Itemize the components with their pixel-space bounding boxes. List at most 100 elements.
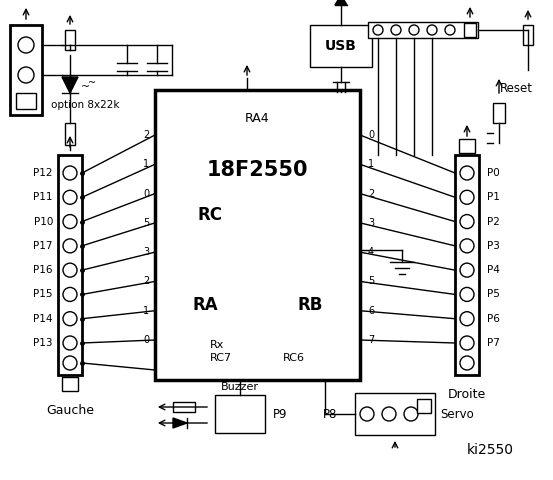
Bar xyxy=(173,402,195,412)
Text: 0: 0 xyxy=(143,189,149,199)
Text: P2: P2 xyxy=(487,216,500,227)
Bar xyxy=(10,25,42,115)
Bar xyxy=(65,123,75,145)
Text: P17: P17 xyxy=(34,241,53,251)
Circle shape xyxy=(63,263,77,277)
Text: RC6: RC6 xyxy=(283,353,305,363)
Text: Buzzer: Buzzer xyxy=(221,382,259,392)
Text: 5: 5 xyxy=(368,276,374,287)
Polygon shape xyxy=(173,418,187,428)
Bar xyxy=(215,395,265,433)
Circle shape xyxy=(460,166,474,180)
Text: USB: USB xyxy=(325,39,357,53)
Text: 7: 7 xyxy=(368,335,374,345)
Circle shape xyxy=(460,239,474,253)
Bar xyxy=(16,93,36,109)
Text: ~: ~ xyxy=(80,82,90,92)
Text: 3: 3 xyxy=(368,218,374,228)
Text: RC: RC xyxy=(197,206,222,224)
Text: P5: P5 xyxy=(487,289,500,300)
Text: RB: RB xyxy=(298,296,323,314)
Circle shape xyxy=(445,25,455,35)
Text: RC7: RC7 xyxy=(210,353,232,363)
Text: Reset: Reset xyxy=(500,82,533,95)
Circle shape xyxy=(382,407,396,421)
Circle shape xyxy=(460,190,474,204)
Circle shape xyxy=(63,190,77,204)
Text: RA: RA xyxy=(192,296,218,314)
Circle shape xyxy=(18,37,34,53)
Text: 1: 1 xyxy=(143,159,149,169)
Text: 3: 3 xyxy=(143,247,149,257)
Text: P1: P1 xyxy=(487,192,500,202)
Text: 4: 4 xyxy=(368,247,374,257)
Bar xyxy=(58,155,82,375)
Bar xyxy=(523,25,533,45)
Bar xyxy=(417,399,431,413)
Bar xyxy=(455,155,479,375)
Circle shape xyxy=(460,288,474,301)
Text: P6: P6 xyxy=(487,314,500,324)
Text: P4: P4 xyxy=(487,265,500,275)
Circle shape xyxy=(63,356,77,370)
Circle shape xyxy=(460,312,474,326)
Text: Gauche: Gauche xyxy=(46,404,94,417)
Text: 2: 2 xyxy=(143,130,149,140)
Text: P12: P12 xyxy=(34,168,53,178)
Bar xyxy=(464,23,476,37)
Text: ki2550: ki2550 xyxy=(467,443,514,457)
Bar xyxy=(155,90,360,380)
Text: 2: 2 xyxy=(143,276,149,287)
Text: 18F2550: 18F2550 xyxy=(207,160,308,180)
Bar xyxy=(459,139,475,153)
Circle shape xyxy=(63,312,77,326)
Text: P8: P8 xyxy=(323,408,337,420)
Bar xyxy=(310,25,372,67)
Bar xyxy=(355,393,435,435)
Circle shape xyxy=(391,25,401,35)
Polygon shape xyxy=(335,0,347,5)
Circle shape xyxy=(427,25,437,35)
Text: P10: P10 xyxy=(34,216,53,227)
Circle shape xyxy=(460,215,474,228)
Circle shape xyxy=(63,336,77,350)
Text: Rx: Rx xyxy=(210,340,225,350)
Text: P7: P7 xyxy=(487,338,500,348)
Text: Droite: Droite xyxy=(448,388,486,401)
Text: P13: P13 xyxy=(34,338,53,348)
Circle shape xyxy=(409,25,419,35)
Circle shape xyxy=(460,356,474,370)
Text: ~: ~ xyxy=(88,78,96,88)
Text: 0: 0 xyxy=(143,335,149,345)
Bar xyxy=(62,377,78,391)
Bar xyxy=(493,103,505,123)
Text: option 8x22k: option 8x22k xyxy=(51,100,119,110)
Text: RA4: RA4 xyxy=(245,111,270,124)
Text: 2: 2 xyxy=(368,189,374,199)
Circle shape xyxy=(460,263,474,277)
Circle shape xyxy=(404,407,418,421)
Polygon shape xyxy=(62,77,78,93)
Text: P3: P3 xyxy=(487,241,500,251)
Bar xyxy=(65,30,75,50)
Text: 5: 5 xyxy=(143,218,149,228)
Text: Servo: Servo xyxy=(440,408,474,420)
Circle shape xyxy=(18,67,34,83)
Text: P14: P14 xyxy=(34,314,53,324)
Text: P11: P11 xyxy=(34,192,53,202)
Circle shape xyxy=(63,288,77,301)
Circle shape xyxy=(63,215,77,228)
Circle shape xyxy=(63,166,77,180)
Circle shape xyxy=(63,239,77,253)
Text: 1: 1 xyxy=(368,159,374,169)
Text: 0: 0 xyxy=(368,130,374,140)
Circle shape xyxy=(460,336,474,350)
Text: P0: P0 xyxy=(487,168,500,178)
Text: P9: P9 xyxy=(273,408,287,420)
Text: 1: 1 xyxy=(143,306,149,316)
Text: P16: P16 xyxy=(34,265,53,275)
Circle shape xyxy=(360,407,374,421)
Text: P15: P15 xyxy=(34,289,53,300)
Text: 6: 6 xyxy=(368,306,374,316)
Circle shape xyxy=(373,25,383,35)
